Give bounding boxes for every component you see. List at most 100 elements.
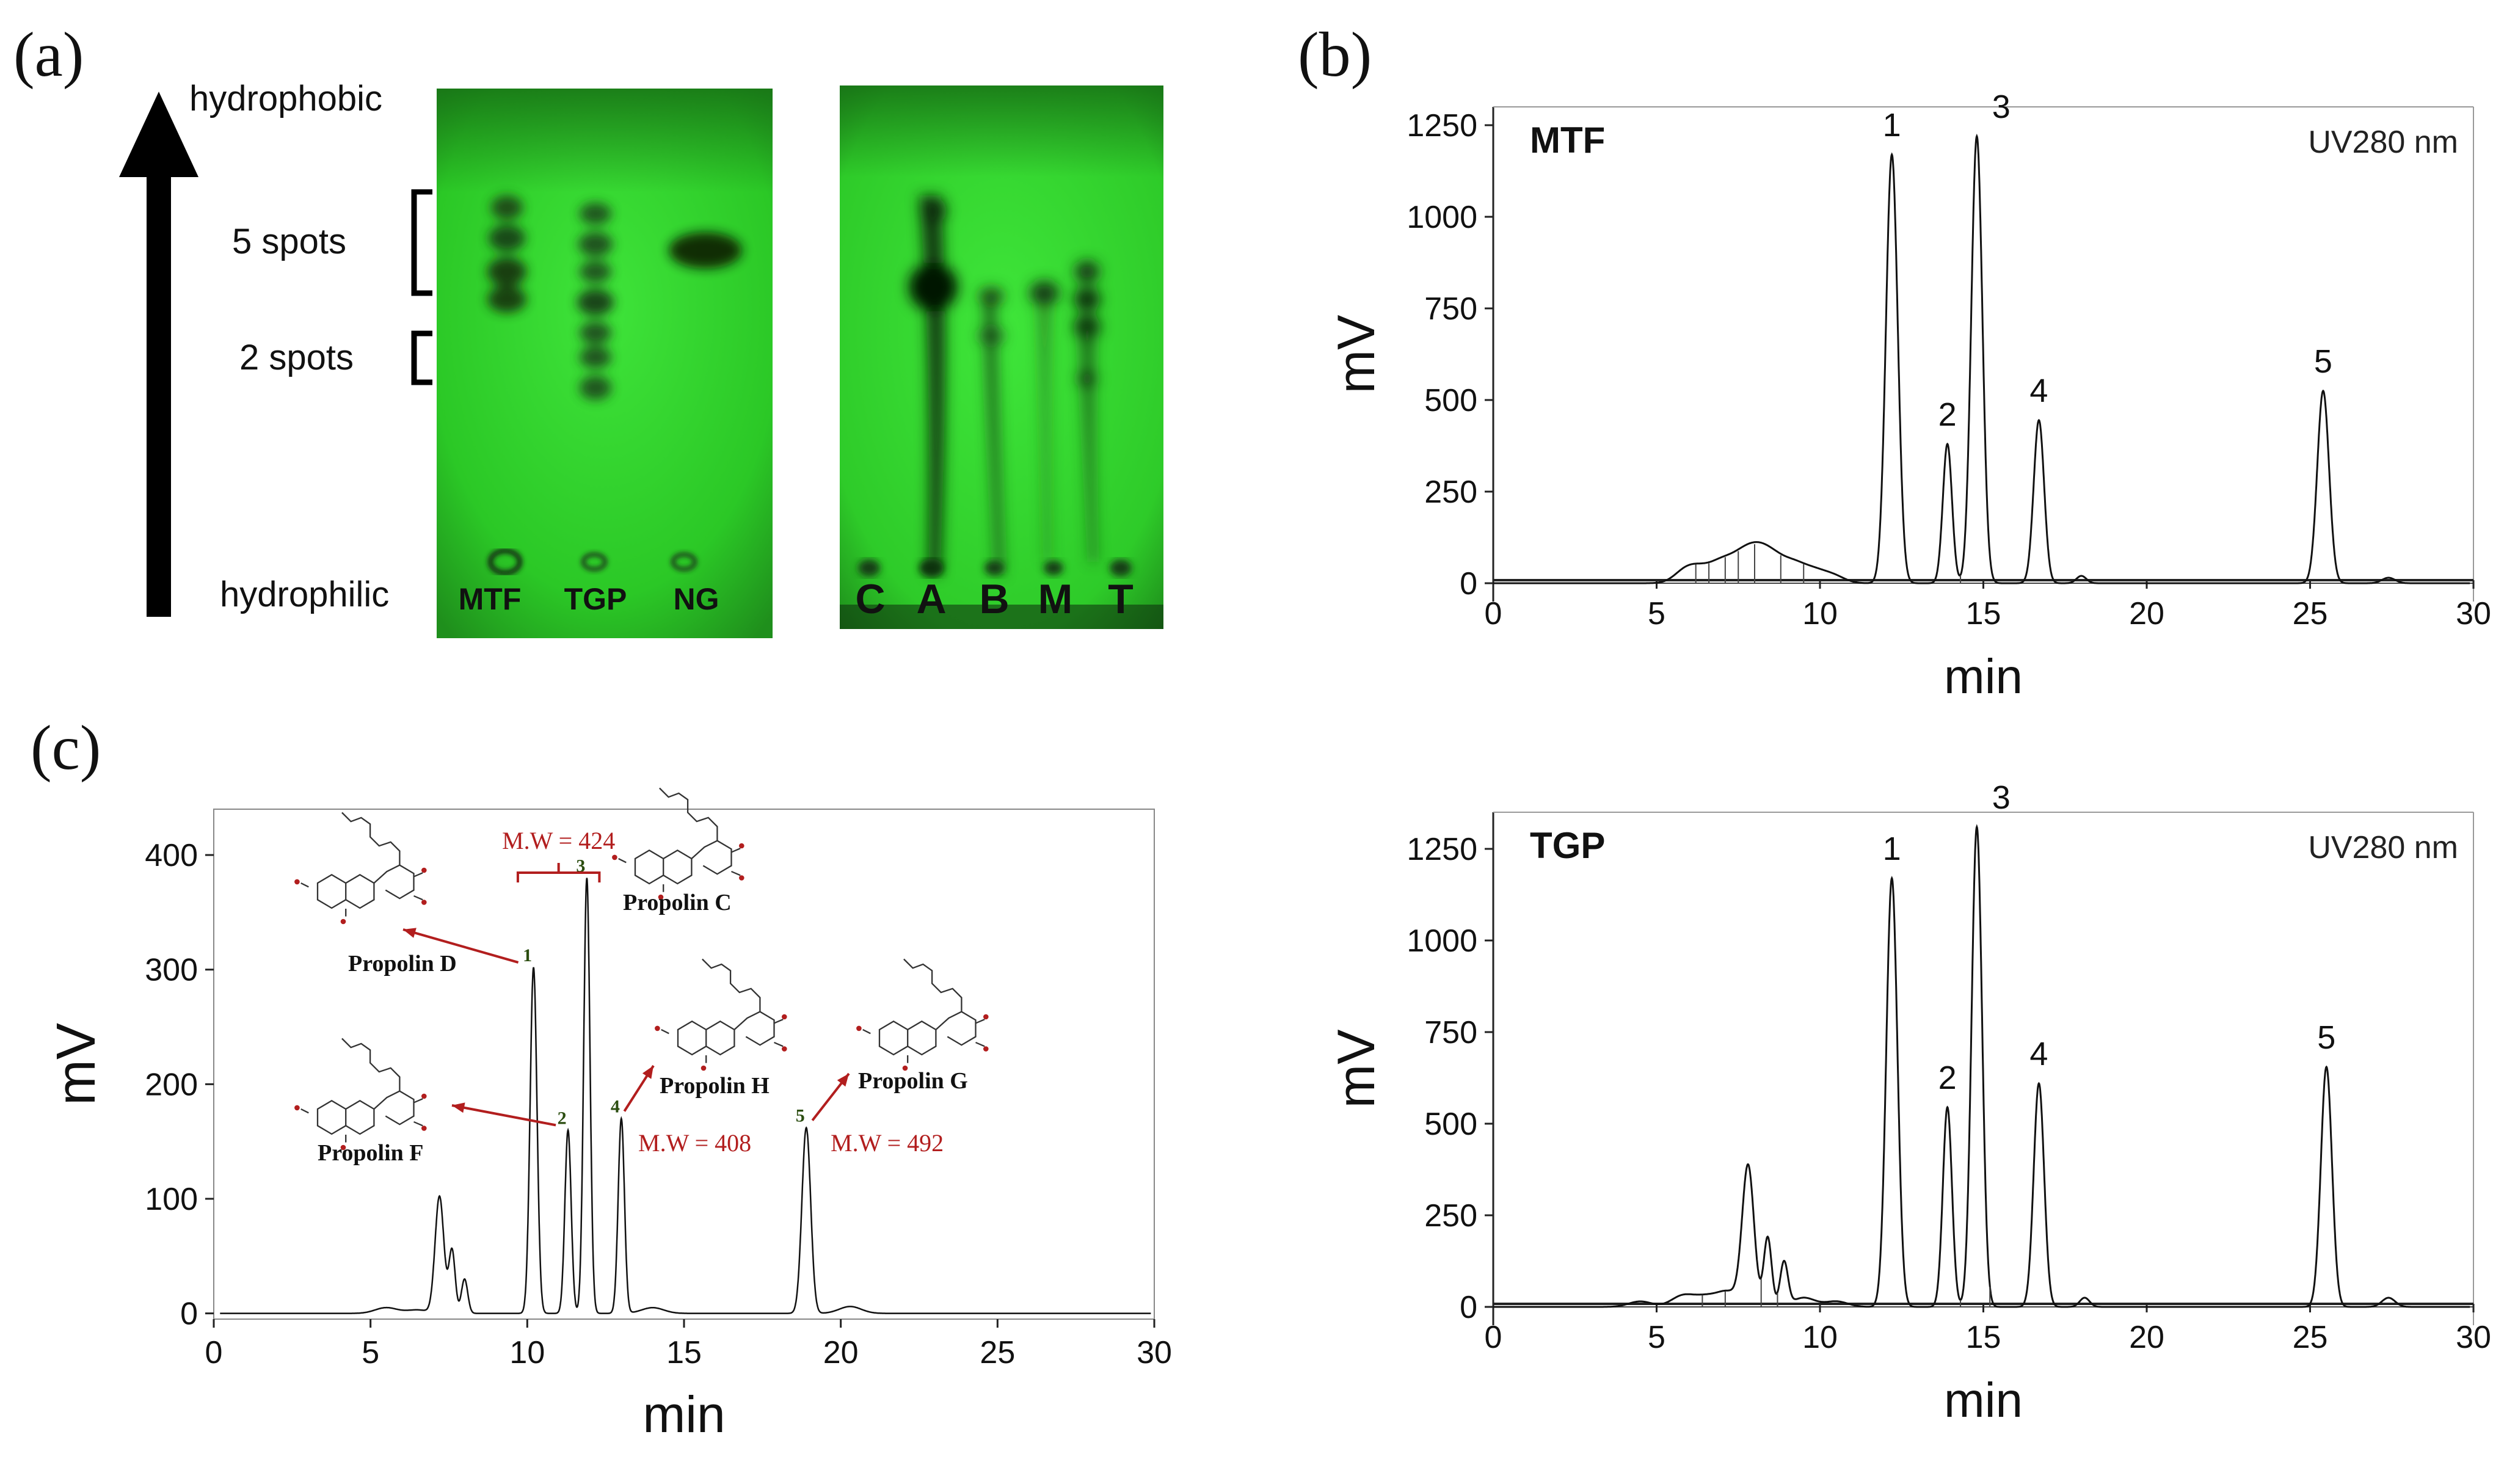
mw-label-408: M.W = 408 [638, 1129, 751, 1157]
oxygen-atom [340, 1144, 346, 1151]
spot [580, 346, 611, 368]
oxygen-atom [421, 867, 427, 873]
spot [487, 286, 526, 313]
spot [979, 288, 1003, 305]
spot [580, 203, 611, 225]
peak-label-5: 5 [796, 1106, 805, 1126]
compound-label-propolin-g: Propolin G [858, 1068, 968, 1094]
structure-propolin-c [612, 787, 744, 900]
oxygen-atom [658, 894, 664, 900]
arrow-propolin-g [811, 1072, 850, 1121]
y-tick-label: 250 [1424, 1198, 1477, 1234]
spot [920, 197, 947, 224]
spot [909, 263, 958, 311]
x-tick-label: 10 [1802, 596, 1838, 631]
structure-propolin-f [294, 1038, 427, 1151]
panel-c-label: (c) [31, 713, 101, 783]
spot [1077, 370, 1097, 387]
y-tick-label: 1250 [1407, 832, 1477, 867]
y-tick-label: 500 [1424, 383, 1477, 418]
lane-label-c: C [855, 576, 886, 622]
peak-label-3: 3 [576, 856, 585, 876]
structure-propolin-g [856, 958, 989, 1071]
x-tick-label: 5 [1648, 1320, 1665, 1355]
oxygen-atom [856, 1025, 862, 1031]
arrow-propolin-f [451, 1104, 556, 1127]
structure-propolin-h [655, 958, 787, 1071]
peak-label-4: 4 [2029, 1036, 2048, 1072]
spot [580, 261, 611, 283]
y-tick-label: 250 [1424, 475, 1477, 510]
y-tick-label: 100 [145, 1182, 198, 1217]
x-tick-label: 30 [2456, 1320, 2491, 1355]
lane-label-a: A [916, 576, 947, 622]
spot-brackets [411, 189, 432, 385]
x-tick-label: 15 [666, 1335, 702, 1370]
detector-annotation: UV280 nm [2308, 830, 2458, 865]
oxygen-atom [902, 1065, 908, 1071]
spot [487, 257, 526, 286]
x-tick-label: 0 [1485, 596, 1502, 631]
y-tick-label: 750 [1424, 1015, 1477, 1050]
spot [1030, 281, 1059, 305]
spot [580, 376, 611, 400]
oxygen-atom [738, 875, 744, 881]
x-axis-label: min [642, 1386, 725, 1443]
y-tick-label: 1000 [1407, 200, 1477, 235]
spot [577, 289, 614, 316]
oxygen-atom [655, 1025, 660, 1031]
peak-label-5: 5 [2314, 343, 2332, 380]
detector-annotation: UV280 nm [2308, 125, 2458, 160]
lane-label-m: M [1038, 576, 1073, 622]
oxygen-atom [421, 1093, 427, 1099]
compound-label-propolin-d: Propolin D [348, 951, 457, 977]
oxygen-atom [701, 1065, 707, 1071]
x-tick-label: 30 [1137, 1335, 1172, 1370]
lane-label-mtf: MTF [458, 582, 522, 616]
lane-label-b: B [979, 576, 1010, 622]
y-tick-label: 750 [1424, 291, 1477, 327]
y-axis-label: mV [1327, 315, 1386, 394]
x-tick-label: 5 [1648, 596, 1665, 631]
polarity-arrow [119, 92, 198, 617]
chart-b-bottom: 0 5 10 15 20 25 30 0 250 500 750 1000 1250 min mV 1 2 3 4 5… [1327, 779, 2491, 1427]
structure-propolin-d [294, 812, 427, 925]
two-spots-label: 2 spots [239, 338, 354, 377]
y-tick-label: 1250 [1407, 108, 1477, 144]
oxygen-atom [294, 879, 300, 885]
lane-label-t: T [1108, 576, 1134, 622]
y-axis-label: mV [1327, 1030, 1386, 1108]
y-tick-label: 0 [1460, 566, 1477, 602]
arrow-propolin-h [623, 1064, 655, 1112]
arrow-propolin-g-head [837, 1074, 849, 1087]
y-tick-label: 400 [145, 838, 198, 873]
x-tick-label: 5 [362, 1335, 379, 1370]
oxygen-atom [421, 900, 427, 905]
peak-label-1: 1 [1883, 831, 1901, 867]
spot [1074, 287, 1101, 311]
x-axis-label: min [1944, 649, 2023, 704]
x-tick-label: 20 [2129, 596, 2164, 631]
y-tick-label: 0 [180, 1297, 198, 1332]
y-tick-label: 300 [145, 953, 198, 988]
tlc-plate-1 [437, 89, 773, 638]
x-tick-label: 15 [1966, 1320, 2001, 1355]
spot [979, 327, 1003, 344]
panel-b-label: (b) [1298, 20, 1372, 90]
peak-label-3: 3 [1992, 779, 2011, 816]
x-tick-label: 10 [1802, 1320, 1838, 1355]
spot [578, 232, 613, 256]
spot [580, 322, 611, 344]
peak-label-2: 2 [1938, 1060, 1957, 1096]
x-tick-label: 20 [2129, 1320, 2164, 1355]
y-axis-label: mV [46, 1023, 107, 1105]
arrow-propolin-d-head [403, 928, 417, 938]
series-line [1493, 824, 2470, 1308]
origin-spot [1044, 561, 1063, 575]
oxygen-atom [781, 1046, 787, 1052]
y-tick-label: 200 [145, 1067, 198, 1102]
oxygen-atom [421, 1126, 427, 1131]
arrow-propolin-d [402, 928, 519, 964]
peak-label-3: 3 [1992, 89, 2011, 125]
